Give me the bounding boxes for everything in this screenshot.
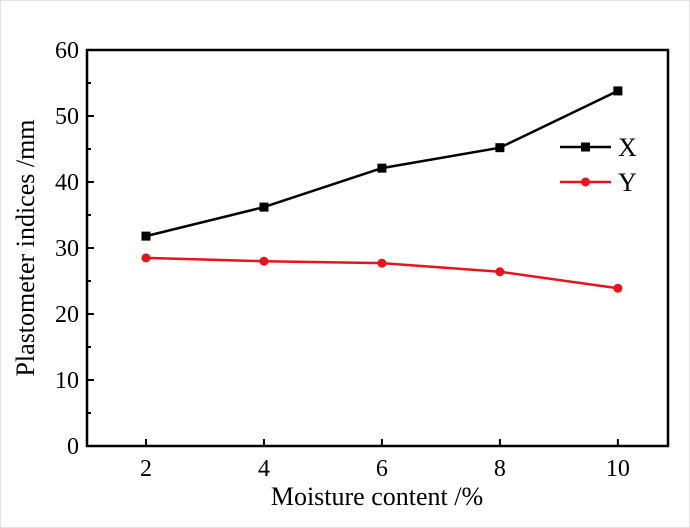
- data-point-y: [259, 256, 269, 266]
- data-point-y: [377, 258, 387, 268]
- y-tick-label: 0: [67, 434, 79, 460]
- y-tick-label: 30: [55, 236, 79, 262]
- y-tick-label: 20: [55, 302, 79, 328]
- data-point-x: [613, 86, 623, 96]
- y-tick-label: 50: [55, 104, 79, 130]
- data-point-y: [141, 253, 151, 263]
- y-tick-label: 60: [55, 38, 79, 64]
- y-tick-label: 10: [55, 368, 79, 394]
- data-point-y: [613, 283, 623, 293]
- x-tick-label: 8: [494, 456, 506, 482]
- y-axis-label: Plastometer indices /mm: [11, 119, 40, 376]
- data-point-y: [495, 267, 505, 277]
- legend: XY: [560, 133, 637, 197]
- data-point-x: [141, 231, 151, 241]
- data-point-x: [377, 163, 387, 173]
- legend-label-x: X: [618, 133, 637, 162]
- data-point-x: [259, 202, 269, 212]
- y-tick-label: 40: [55, 170, 79, 196]
- x-tick-label: 10: [606, 456, 630, 482]
- x-tick-label: 6: [376, 456, 388, 482]
- legend-label-y: Y: [618, 168, 637, 197]
- legend-marker-x: [581, 142, 590, 152]
- data-point-x: [495, 143, 505, 153]
- x-tick-label: 2: [140, 456, 152, 482]
- legend-marker-y: [581, 177, 590, 187]
- x-axis-label: Moisture content /%: [271, 482, 483, 511]
- x-tick-label: 4: [258, 456, 270, 482]
